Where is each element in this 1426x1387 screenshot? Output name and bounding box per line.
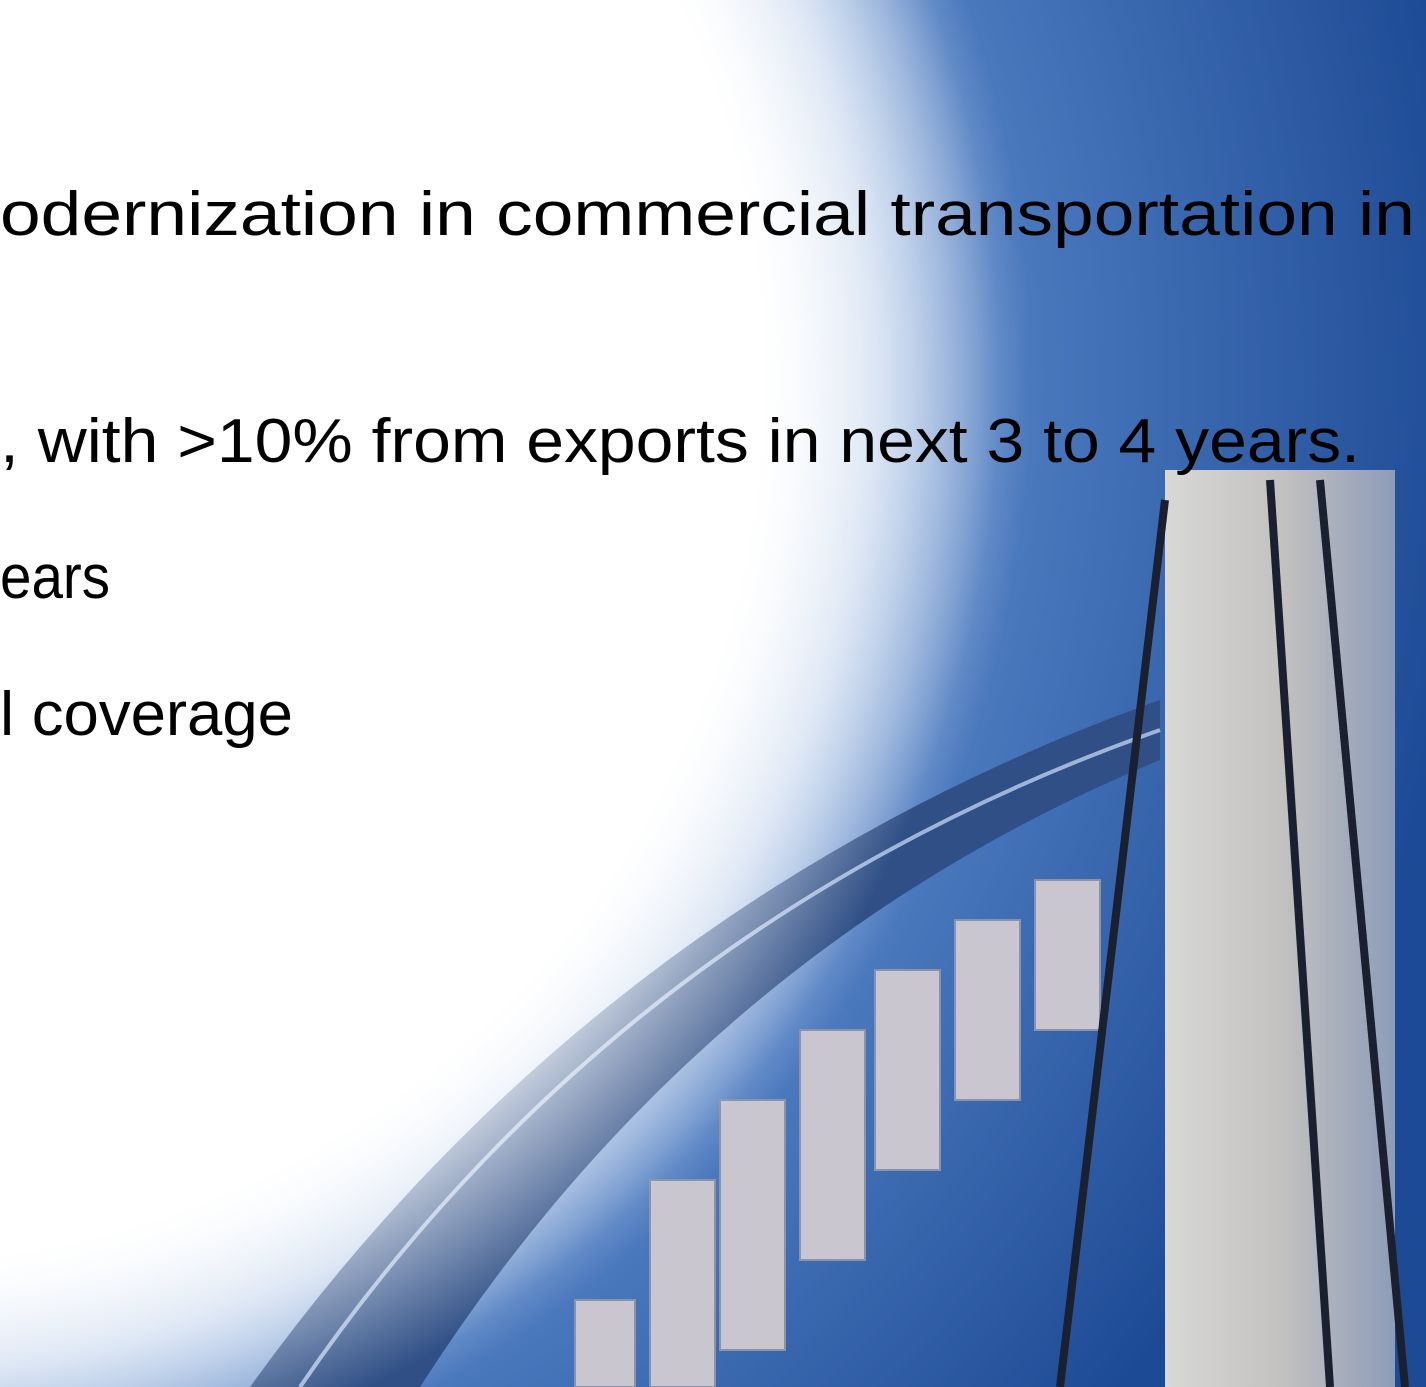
text-line: l coverage [0,680,293,749]
slide: odernization in commercial transportatio… [0,0,1426,1387]
text-line: , with >10% from exports in next 3 to 4 … [0,407,1360,476]
text-line: ears [0,543,110,612]
text-line: odernization in commercial transportatio… [0,180,1415,249]
